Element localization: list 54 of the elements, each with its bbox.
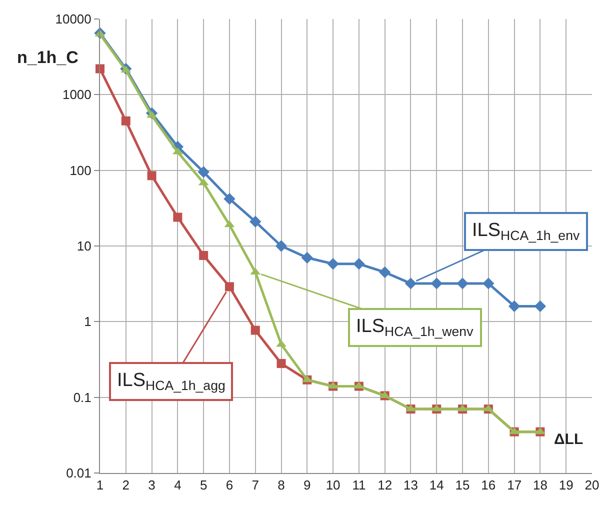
point	[456, 278, 468, 290]
x-tick-label: 14	[429, 478, 444, 493]
text: ILS$_{HCA_1h_agg}$	[117, 370, 226, 393]
y-tick-label: 1	[84, 314, 92, 330]
point	[173, 212, 182, 222]
point	[199, 250, 208, 260]
point	[147, 171, 156, 180]
x-tick-label: 18	[532, 478, 548, 493]
point	[534, 300, 546, 312]
point	[430, 278, 442, 290]
y-tick-label: 1000	[62, 87, 92, 102]
y-tick-label: 0.1	[73, 390, 92, 405]
x-tick-label: 13	[404, 478, 418, 493]
x-tick-label: 7	[252, 478, 259, 493]
point	[198, 166, 210, 178]
x-tick-label: 11	[352, 478, 366, 493]
point	[121, 116, 130, 126]
x-tick-label: 9	[304, 478, 311, 493]
x-axis-title: ΔLL	[554, 431, 584, 448]
y-tick-label: 100	[70, 162, 92, 178]
point	[224, 282, 234, 292]
x-tick-label: 15	[455, 478, 470, 493]
point	[276, 359, 286, 368]
y-tick-label: 0.01	[66, 466, 92, 481]
y-tick-label: 10	[76, 238, 92, 254]
x-tick-label: 6	[226, 478, 234, 493]
x-tick-label: 20	[584, 478, 600, 493]
x-tick-label: 16	[481, 478, 496, 493]
point	[276, 340, 286, 347]
point	[378, 266, 391, 278]
point	[353, 258, 365, 270]
x-tick-label: 2	[122, 478, 130, 493]
x-tick-label: 1	[96, 478, 104, 493]
x-tick-label: 3	[148, 478, 156, 493]
point	[404, 278, 417, 290]
point	[275, 240, 288, 252]
point	[224, 192, 236, 205]
text: ILS$_{HCA_1h_wenv}$	[356, 316, 474, 339]
x-tick-label: 17	[507, 478, 522, 493]
x-tick-label: 12	[378, 478, 392, 493]
x-tick-label: 19	[558, 478, 574, 493]
y-axis-title: n_1h_C	[17, 48, 78, 67]
point	[250, 326, 260, 335]
x-tick-label: 8	[278, 478, 285, 493]
series-label: ILS$_{HCA_1h_env}$	[472, 220, 580, 243]
y-tick-label: 10000	[55, 12, 92, 27]
point	[327, 258, 339, 270]
point	[250, 216, 262, 228]
x-tick-label: 5	[200, 478, 208, 493]
x-tick-label: 10	[326, 478, 340, 493]
point	[301, 252, 314, 264]
x-tick-label: 4	[174, 478, 182, 493]
point	[508, 300, 520, 312]
point	[482, 278, 494, 290]
